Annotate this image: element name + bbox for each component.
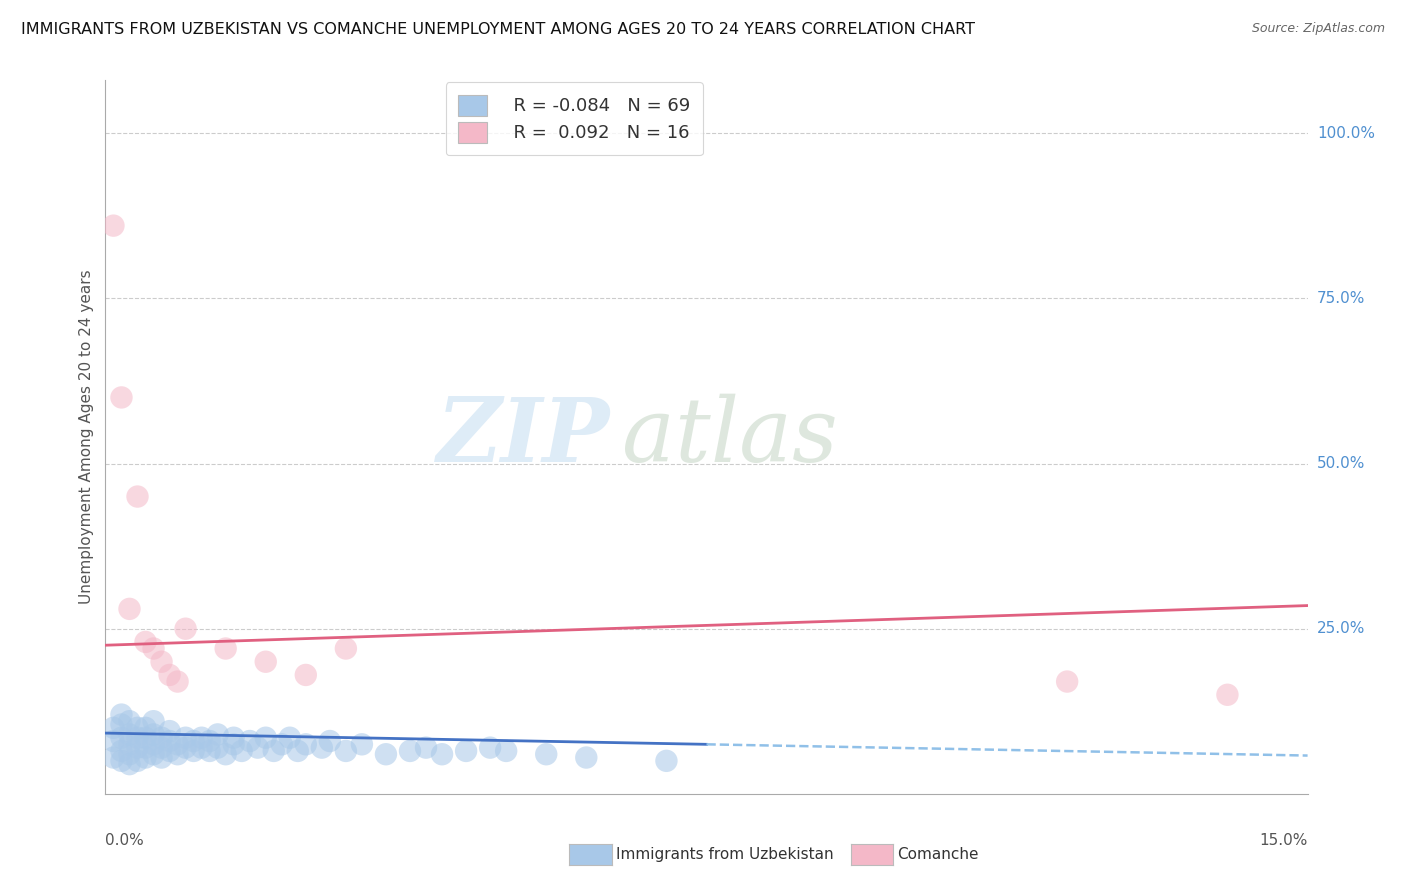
Point: [1056, 674, 1078, 689]
Point: [103, 219, 125, 233]
Point: [110, 754, 132, 768]
Point: [142, 727, 165, 741]
Y-axis label: Unemployment Among Ages 20 to 24 years: Unemployment Among Ages 20 to 24 years: [79, 269, 94, 605]
Point: [127, 731, 149, 745]
Point: [118, 727, 141, 741]
Text: 15.0%: 15.0%: [1260, 833, 1308, 848]
Point: [166, 747, 188, 762]
Point: [222, 737, 245, 751]
Point: [127, 740, 149, 755]
Point: [150, 750, 173, 764]
Point: [110, 707, 132, 722]
Point: [127, 490, 149, 504]
Point: [142, 737, 165, 751]
Point: [135, 731, 157, 745]
Point: [350, 737, 373, 751]
Point: [127, 721, 149, 735]
Point: [118, 747, 141, 762]
Point: [399, 744, 422, 758]
Point: [311, 740, 333, 755]
Point: [278, 731, 301, 745]
Point: [319, 734, 342, 748]
Point: [198, 744, 221, 758]
Point: [135, 635, 157, 649]
Point: [575, 750, 598, 764]
Text: ZIP: ZIP: [437, 394, 610, 480]
Point: [174, 731, 197, 745]
Point: [222, 731, 245, 745]
Point: [150, 655, 173, 669]
Point: [150, 731, 173, 745]
Point: [1216, 688, 1239, 702]
Point: [295, 668, 318, 682]
Point: [174, 622, 197, 636]
Text: Immigrants from Uzbekistan: Immigrants from Uzbekistan: [616, 847, 834, 862]
Point: [263, 744, 285, 758]
Point: [166, 674, 188, 689]
Point: [239, 734, 262, 748]
Point: [142, 641, 165, 656]
Legend:   R = -0.084   N = 69,   R =  0.092   N = 16: R = -0.084 N = 69, R = 0.092 N = 16: [446, 82, 703, 155]
Point: [127, 754, 149, 768]
Point: [118, 602, 141, 616]
Point: [246, 740, 269, 755]
Point: [118, 714, 141, 729]
Point: [159, 724, 181, 739]
Text: IMMIGRANTS FROM UZBEKISTAN VS COMANCHE UNEMPLOYMENT AMONG AGES 20 TO 24 YEARS CO: IMMIGRANTS FROM UZBEKISTAN VS COMANCHE U…: [21, 22, 976, 37]
Point: [254, 731, 277, 745]
Point: [103, 734, 125, 748]
Point: [479, 740, 502, 755]
Point: [214, 747, 236, 762]
Point: [295, 737, 318, 751]
Point: [183, 744, 205, 758]
Point: [655, 754, 678, 768]
Text: 75.0%: 75.0%: [1317, 291, 1365, 306]
Point: [110, 391, 132, 405]
Point: [142, 747, 165, 762]
Text: Comanche: Comanche: [897, 847, 979, 862]
Point: [103, 721, 125, 735]
Point: [534, 747, 557, 762]
Point: [150, 740, 173, 755]
Point: [190, 731, 212, 745]
Point: [415, 740, 437, 755]
Point: [103, 750, 125, 764]
Point: [254, 655, 277, 669]
Point: [198, 734, 221, 748]
Point: [270, 737, 292, 751]
Point: [287, 744, 309, 758]
Point: [454, 744, 477, 758]
Point: [207, 727, 229, 741]
Text: 100.0%: 100.0%: [1317, 126, 1375, 141]
Point: [110, 717, 132, 731]
Point: [135, 740, 157, 755]
Point: [110, 744, 132, 758]
Point: [214, 641, 236, 656]
Point: [110, 731, 132, 745]
Point: [135, 750, 157, 764]
Point: [135, 721, 157, 735]
Point: [335, 744, 357, 758]
Point: [118, 737, 141, 751]
Point: [118, 757, 141, 772]
Text: 0.0%: 0.0%: [105, 833, 145, 848]
Point: [231, 744, 253, 758]
Point: [374, 747, 398, 762]
Point: [430, 747, 453, 762]
Point: [207, 740, 229, 755]
Point: [174, 740, 197, 755]
Point: [495, 744, 517, 758]
Point: [183, 734, 205, 748]
Text: Source: ZipAtlas.com: Source: ZipAtlas.com: [1251, 22, 1385, 36]
Point: [159, 744, 181, 758]
Text: 25.0%: 25.0%: [1317, 621, 1365, 636]
Point: [335, 641, 357, 656]
Text: 50.0%: 50.0%: [1317, 456, 1365, 471]
Point: [190, 740, 212, 755]
Point: [142, 714, 165, 729]
Point: [159, 668, 181, 682]
Point: [159, 734, 181, 748]
Point: [166, 737, 188, 751]
Text: atlas: atlas: [623, 393, 838, 481]
